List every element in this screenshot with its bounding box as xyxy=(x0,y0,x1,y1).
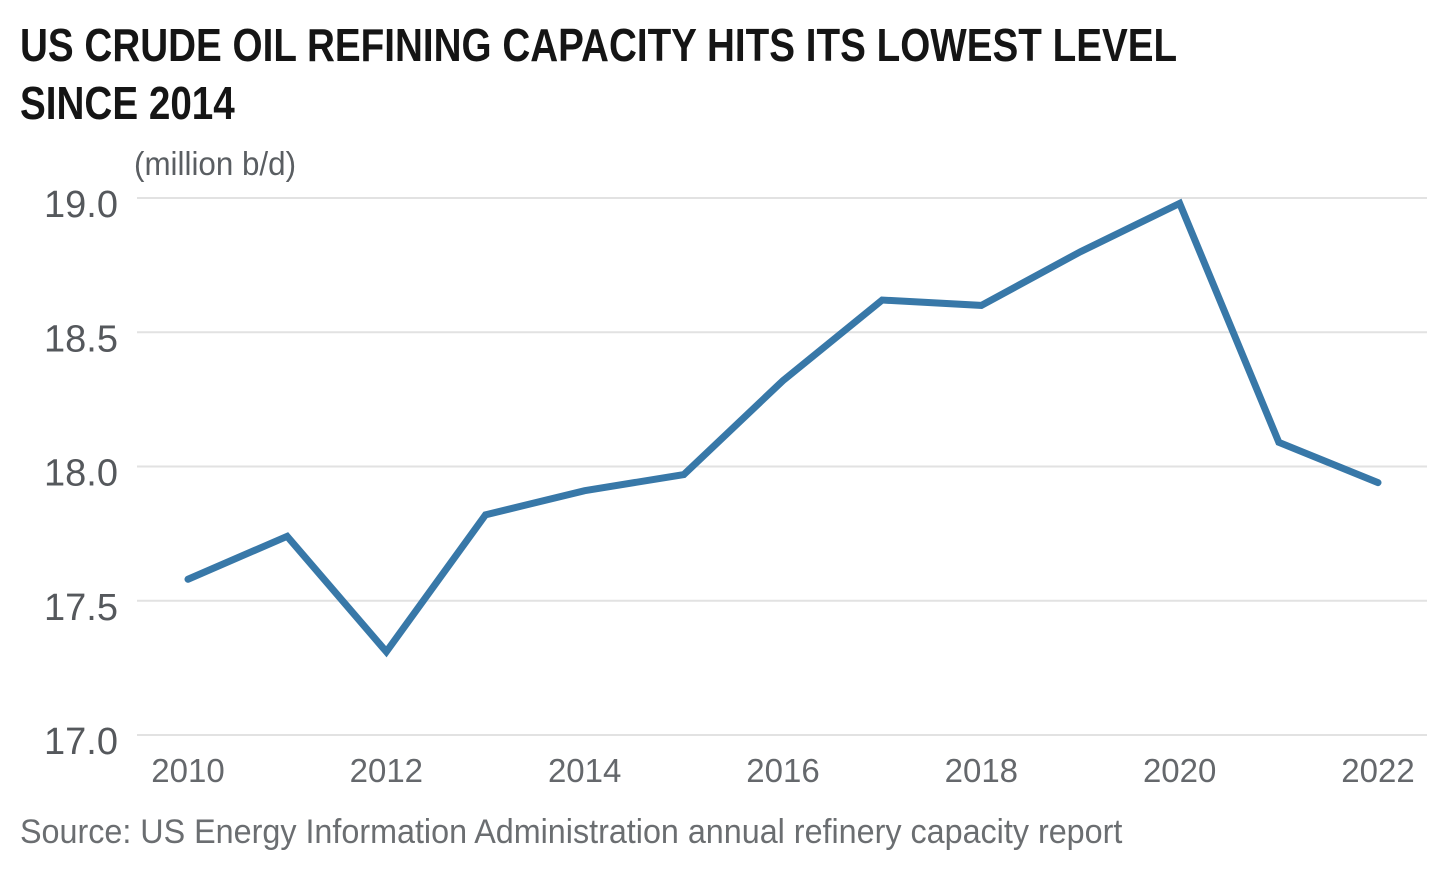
y-tick-label: 17.0 xyxy=(44,721,118,763)
x-axis-labels: 2010 2012 2014 2016 2018 2020 2022 xyxy=(151,752,1414,789)
y-tick-label: 18.5 xyxy=(44,318,118,360)
x-tick-label: 2012 xyxy=(350,752,423,789)
x-tick-label: 2010 xyxy=(151,752,224,789)
x-tick-label: 2014 xyxy=(548,752,621,789)
y-tick-label: 18.0 xyxy=(44,453,118,495)
x-tick-label: 2022 xyxy=(1341,752,1414,789)
data-series xyxy=(184,198,1382,658)
source-attribution: Source: US Energy Information Administra… xyxy=(20,813,1123,851)
x-tick-label: 2020 xyxy=(1143,752,1216,789)
x-tick-label: 2016 xyxy=(746,752,819,789)
chart-title-line-1: US CRUDE OIL REFINING CAPACITY HITS ITS … xyxy=(20,19,1178,71)
y-tick-label: 17.5 xyxy=(44,587,118,629)
x-tick-label: 2018 xyxy=(945,752,1018,789)
y-axis-unit-label: (million b/d) xyxy=(134,145,297,182)
chart-title-line-2: SINCE 2014 xyxy=(20,77,235,129)
chart-title: US CRUDE OIL REFINING CAPACITY HITS ITS … xyxy=(20,16,1177,132)
gridlines xyxy=(137,197,1427,736)
capacity-line xyxy=(184,198,1382,658)
y-tick-label: 19.0 xyxy=(44,184,118,226)
y-axis-labels: 19.0 18.5 18.0 17.5 17.0 xyxy=(44,184,118,763)
